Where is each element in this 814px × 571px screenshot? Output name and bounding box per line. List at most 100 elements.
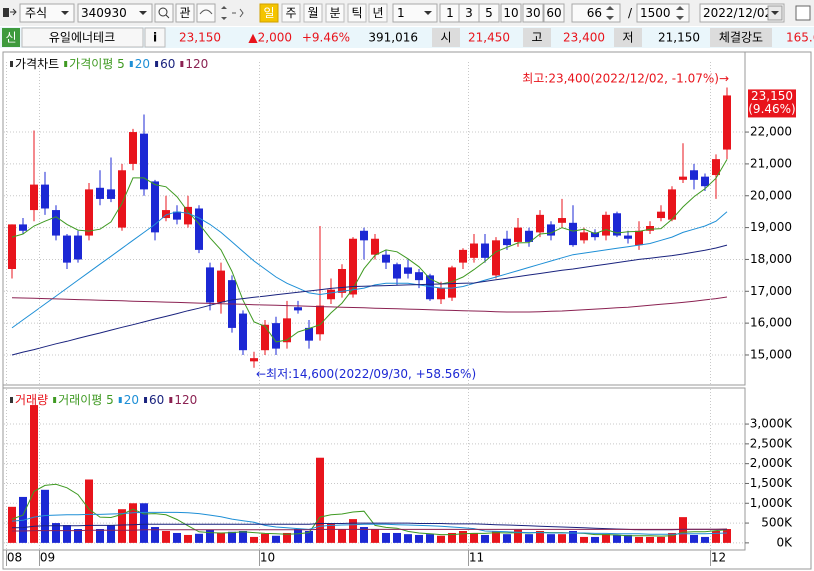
- period-label: 월: [307, 6, 318, 20]
- candle-body: [8, 224, 16, 269]
- high: 23,400: [563, 31, 605, 45]
- candle-body: [624, 235, 632, 239]
- volume-bar: [503, 534, 511, 543]
- volume-bar: [305, 530, 313, 543]
- date: 2022/12/02: [703, 6, 772, 20]
- step-icon[interactable]: [232, 8, 244, 18]
- name-box[interactable]: [21, 27, 144, 48]
- step-label: 30: [525, 6, 540, 20]
- slash: /: [628, 6, 633, 20]
- moving-average-line: [11, 296, 728, 313]
- search-button[interactable]: [154, 3, 174, 23]
- volume-bar: [624, 534, 632, 543]
- volume-bar: [151, 527, 159, 543]
- volume-bar: [437, 535, 445, 543]
- y-tick-label: 22,000: [750, 125, 792, 139]
- candle-body: [382, 254, 390, 263]
- candle-body: [481, 243, 489, 258]
- y-tick-label: 3,000K: [750, 417, 793, 431]
- volume-bar: [382, 532, 390, 543]
- code: 340930: [81, 6, 127, 20]
- market-select[interactable]: [19, 3, 75, 23]
- volume-bar: [602, 534, 610, 543]
- candle-body: [184, 206, 192, 225]
- candle-body: [701, 176, 709, 187]
- date-input[interactable]: [699, 3, 785, 23]
- volume-bar: [415, 534, 423, 543]
- stock-name: 유일에너테크: [49, 31, 115, 45]
- legend-marker: [118, 397, 122, 403]
- candle-body: [129, 132, 137, 164]
- y-tick-label: 1,500K: [750, 476, 793, 490]
- period-tab[interactable]: [259, 3, 279, 23]
- volume-bar: [173, 532, 181, 543]
- legend-marker: [129, 61, 133, 67]
- market: 주식: [25, 6, 47, 20]
- candle-body: [668, 189, 676, 220]
- step-button[interactable]: [543, 3, 565, 23]
- volume-bar: [52, 523, 60, 543]
- spin-icon[interactable]: [676, 6, 684, 20]
- legend-label: 가격차트: [15, 57, 59, 71]
- unit: 1: [397, 6, 405, 20]
- volume-bar: [338, 529, 346, 543]
- volume-bar: [426, 534, 434, 543]
- volume-bar: [481, 534, 489, 543]
- candle-body: [151, 181, 159, 233]
- volume-bar: [85, 479, 93, 543]
- dropdown-icon: [424, 11, 432, 15]
- open: 21,450: [468, 31, 510, 45]
- spin-icon[interactable]: [606, 6, 614, 20]
- step-label: 5: [485, 6, 493, 20]
- period-label: 틱: [351, 6, 362, 20]
- y-tick-label: 20,000: [750, 188, 792, 202]
- legend-marker: [10, 397, 13, 403]
- count: 66: [587, 6, 602, 20]
- volume-bar: [118, 509, 126, 543]
- period-tab[interactable]: [347, 3, 367, 23]
- period-tab[interactable]: [368, 3, 388, 23]
- volume-bar: [217, 532, 225, 543]
- unit-select[interactable]: [392, 3, 438, 23]
- interest-button[interactable]: [175, 3, 195, 23]
- volume-bar: [228, 531, 236, 543]
- code-input[interactable]: [77, 3, 153, 23]
- candle-body: [283, 318, 291, 343]
- step-button[interactable]: [478, 3, 500, 23]
- tool-button[interactable]: [196, 3, 216, 23]
- candle-body: [195, 208, 203, 250]
- candle-body: [217, 270, 225, 303]
- last-price-box: [748, 89, 796, 118]
- y-tick-label: 500K: [761, 516, 793, 530]
- volume-bar: [679, 517, 687, 543]
- step-button[interactable]: [522, 3, 544, 23]
- menu-icon[interactable]: [3, 8, 9, 17]
- period-tab[interactable]: [281, 3, 301, 23]
- period-tab[interactable]: [303, 3, 323, 23]
- low-label: 저: [622, 31, 633, 45]
- step-label: 10: [503, 6, 518, 20]
- period-label: 일: [263, 6, 274, 20]
- volume-bar: [393, 532, 401, 543]
- volume-bar: [41, 489, 49, 543]
- volume-bar: [195, 533, 203, 543]
- candle-body: [602, 214, 610, 236]
- volume-bar: [283, 532, 291, 543]
- volume-bar: [470, 532, 478, 543]
- spin-icon[interactable]: [221, 6, 227, 20]
- candle-body: [613, 213, 621, 236]
- legend-label: 20: [135, 57, 150, 71]
- total-input[interactable]: [636, 3, 690, 23]
- volume-bar: [349, 519, 357, 543]
- candle-body: [393, 264, 401, 279]
- candle-body: [349, 238, 357, 295]
- period-tab[interactable]: [325, 3, 345, 23]
- calendar-icon[interactable]: [795, 5, 811, 21]
- candle-body: [206, 267, 214, 303]
- info-button[interactable]: [144, 27, 166, 48]
- legend-marker: [53, 397, 57, 403]
- volume-bar: [63, 525, 71, 543]
- volume-bar: [723, 529, 731, 543]
- step-button[interactable]: [500, 3, 522, 23]
